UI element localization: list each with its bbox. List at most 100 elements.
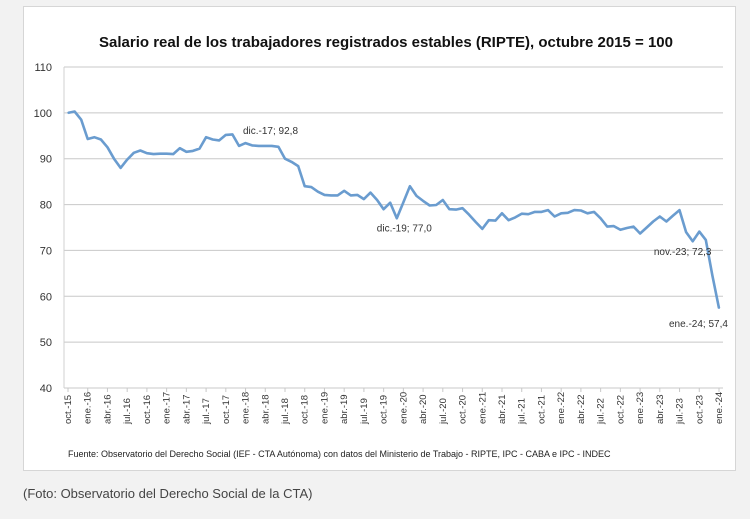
series-line [67,110,721,309]
data-point [172,153,175,155]
data-point [580,209,582,212]
data-point [415,195,418,197]
x-tick-label: ene.-19 [319,392,330,424]
data-point [691,240,694,243]
x-tick-label: jul.-17 [201,398,212,425]
data-point [566,212,569,214]
data-point [106,146,109,149]
data-point [573,209,576,211]
data-point [73,110,76,113]
data-point [632,225,635,228]
x-tick-label: ene.-18 [241,392,252,424]
data-point [718,307,720,310]
data-point [586,212,589,215]
x-tick-label: abr.-19 [339,394,350,424]
data-point [198,147,201,150]
data-point [343,190,345,192]
data-point [93,136,96,138]
data-point [271,145,273,147]
data-point [698,230,701,233]
data-point [389,201,392,204]
data-point [599,217,602,220]
chart-panel: Salario real de los trabajadores registr… [23,6,736,471]
data-point [639,232,641,235]
y-tick-label: 50 [40,337,52,349]
data-point [132,151,135,154]
data-point [303,185,306,188]
x-tick-label: oct.-16 [142,395,153,424]
data-point [428,204,431,207]
y-tick-label: 60 [40,291,52,303]
data-point [165,152,168,155]
data-point [553,215,556,218]
data-point [363,198,365,200]
data-point [231,133,234,136]
data-point [672,214,674,217]
y-tick-label: 80 [40,200,52,212]
source-note: Fuente: Observatorio del Derecho Social … [68,449,611,459]
y-tick-label: 100 [34,108,52,120]
data-label: dic.-19; 77,0 [377,223,432,234]
data-point [395,217,398,220]
data-point [626,227,628,229]
data-point [297,165,299,167]
data-point [277,145,280,148]
y-tick-label: 90 [40,154,52,166]
data-point [488,219,490,221]
data-point [317,190,319,193]
data-point [402,201,405,204]
data-point [507,219,510,221]
data-label: dic.-17; 92,8 [243,126,298,137]
data-point [185,151,188,153]
data-point [422,200,424,202]
data-point [645,226,648,229]
data-point [139,149,142,152]
data-point [501,212,503,215]
data-point [678,209,681,211]
data-point [67,112,69,114]
data-point [290,161,293,163]
data-point [113,157,115,160]
x-tick-label: oct.-19 [379,395,390,424]
data-point [534,211,536,213]
data-point [606,225,609,228]
line-chart: Salario real de los trabajadores registr… [34,34,729,459]
data-point [435,204,438,206]
data-point [376,199,378,201]
data-point [244,142,247,144]
y-tick-label: 110 [34,62,52,74]
data-point [264,145,267,147]
data-point [547,209,549,211]
photo-caption: (Foto: Observatorio del Derecho Social d… [23,486,313,501]
x-tick-label: abr.-22 [576,394,587,424]
x-tick-label: oct.-18 [300,395,311,424]
x-tick-label: abr.-18 [260,394,271,424]
data-point [560,212,562,215]
data-point [514,216,516,219]
data-point [442,199,444,201]
data-point [520,212,523,215]
data-point [205,136,207,138]
data-label: nov.-23; 72,3 [654,247,712,258]
data-point [330,194,332,197]
data-point [659,215,661,218]
data-point [612,225,615,227]
y-tick-label: 40 [40,383,52,395]
x-tick-label: abr.-21 [497,394,508,424]
x-tick-label: ene.-20 [398,392,409,424]
x-tick-label: oct.-15 [63,395,74,424]
x-tick-label: abr.-20 [418,394,429,424]
data-label: ene.-24; 57,4 [669,319,728,330]
x-tick-label: ene.-21 [477,392,488,424]
x-tick-label: ene.-22 [556,392,567,424]
data-point [494,219,497,222]
data-point [211,138,214,141]
data-point [652,220,655,223]
data-point [455,208,457,211]
data-point [218,139,221,142]
data-point [349,194,352,197]
x-tick-label: ene.-16 [83,392,94,424]
data-point [336,194,339,197]
x-tick-label: jul.-22 [596,398,607,425]
data-point [711,274,714,277]
